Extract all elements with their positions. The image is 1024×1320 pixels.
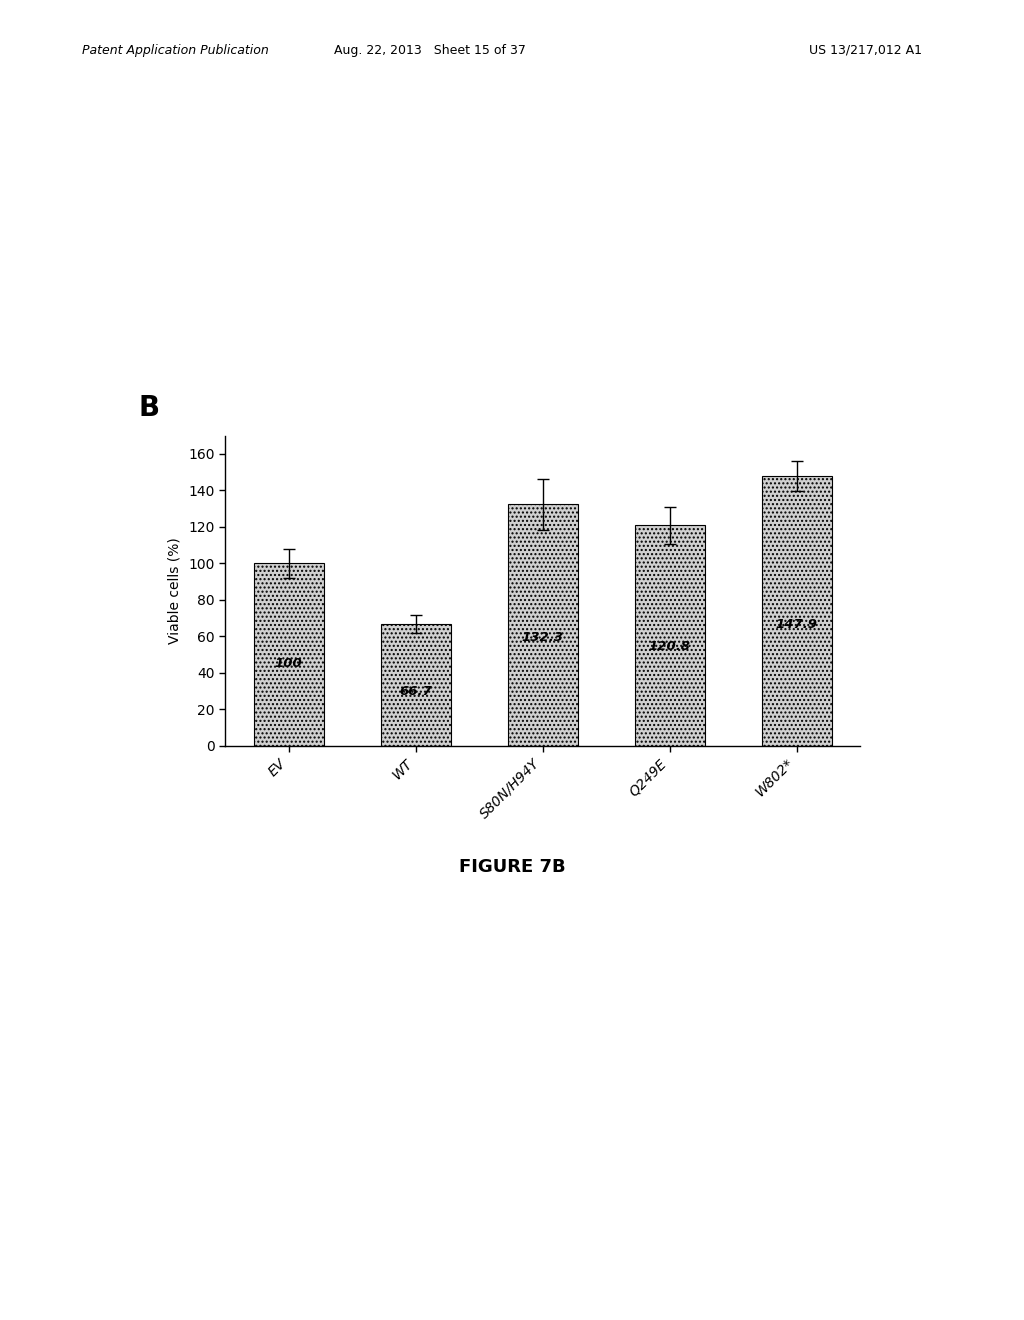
Text: 100: 100 (274, 657, 303, 671)
Text: US 13/217,012 A1: US 13/217,012 A1 (809, 44, 922, 57)
Text: B: B (138, 395, 160, 422)
Bar (254, 564, 324, 746)
Bar (381, 624, 451, 746)
Text: Aug. 22, 2013   Sheet 15 of 37: Aug. 22, 2013 Sheet 15 of 37 (334, 44, 526, 57)
Bar (508, 504, 578, 746)
Text: FIGURE 7B: FIGURE 7B (459, 858, 565, 876)
Text: Patent Application Publication: Patent Application Publication (82, 44, 268, 57)
Bar (635, 525, 705, 746)
Text: 120.8: 120.8 (648, 640, 691, 653)
Bar (762, 477, 831, 746)
Text: 147.9: 147.9 (775, 618, 818, 631)
Text: 66.7: 66.7 (399, 685, 432, 697)
Text: 132.3: 132.3 (521, 631, 564, 644)
Y-axis label: Viable cells (%): Viable cells (%) (167, 537, 181, 644)
